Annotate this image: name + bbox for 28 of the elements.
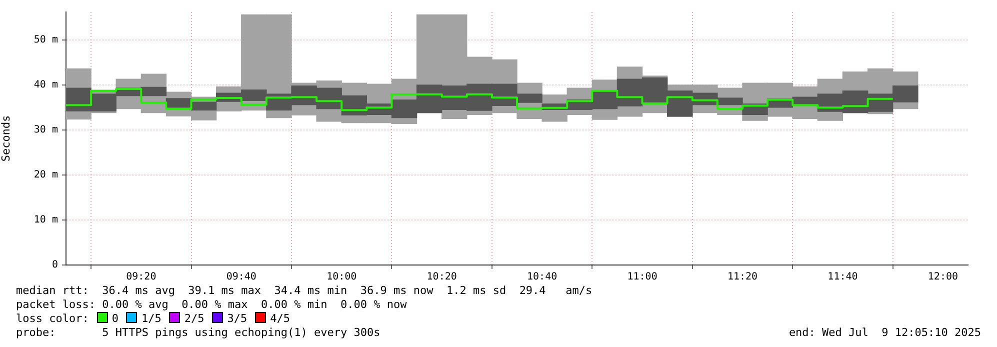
- x-tick-label: 09:20: [126, 272, 156, 283]
- bar: [166, 98, 192, 108]
- y-tick-label: 40 m: [34, 80, 58, 91]
- x-tick-label: 12:00: [928, 272, 958, 283]
- x-tick-label: 11:40: [828, 272, 858, 283]
- x-tick-label: 10:00: [326, 272, 357, 283]
- x-tick-label: 09:40: [226, 272, 256, 283]
- y-axis-title: Seconds: [0, 115, 12, 162]
- text: packet loss: 0.00 % avg 0.00 % max 0.00 % min 0.00 % now: [16, 298, 407, 312]
- x-tick-label: 10:20: [426, 272, 457, 283]
- text: 2/5: [184, 312, 204, 325]
- text: probe: 5 HTTPS pings using echoping(1) every 300s: [16, 326, 380, 340]
- x-tick-label: 11:20: [727, 272, 758, 283]
- y-tick-label: 20 m: [34, 170, 58, 181]
- y-tick-label: 0: [52, 260, 58, 271]
- y-tick-label: 50 m: [34, 34, 58, 46]
- text: loss color:: [16, 312, 89, 325]
- bar: [140, 86, 167, 96]
- text: 4/5: [270, 312, 290, 325]
- y-tick-label: 10 m: [34, 214, 58, 226]
- x-tick-label: 11:00: [627, 272, 658, 283]
- text: 1/5: [141, 312, 162, 325]
- x-tick-label: 10:40: [527, 272, 558, 283]
- text: 3/5: [227, 312, 248, 325]
- text: median rtt: 36.4 ms avg 39.1 ms max 34.4 ms min 36.9 ms now 1.2 ms sd 29.4 am/s: [16, 284, 592, 298]
- y-tick-label: 30 m: [34, 124, 58, 136]
- text: 0: [112, 312, 118, 325]
- text: end: Wed Jul 9 12:05:10 2025: [788, 326, 981, 340]
